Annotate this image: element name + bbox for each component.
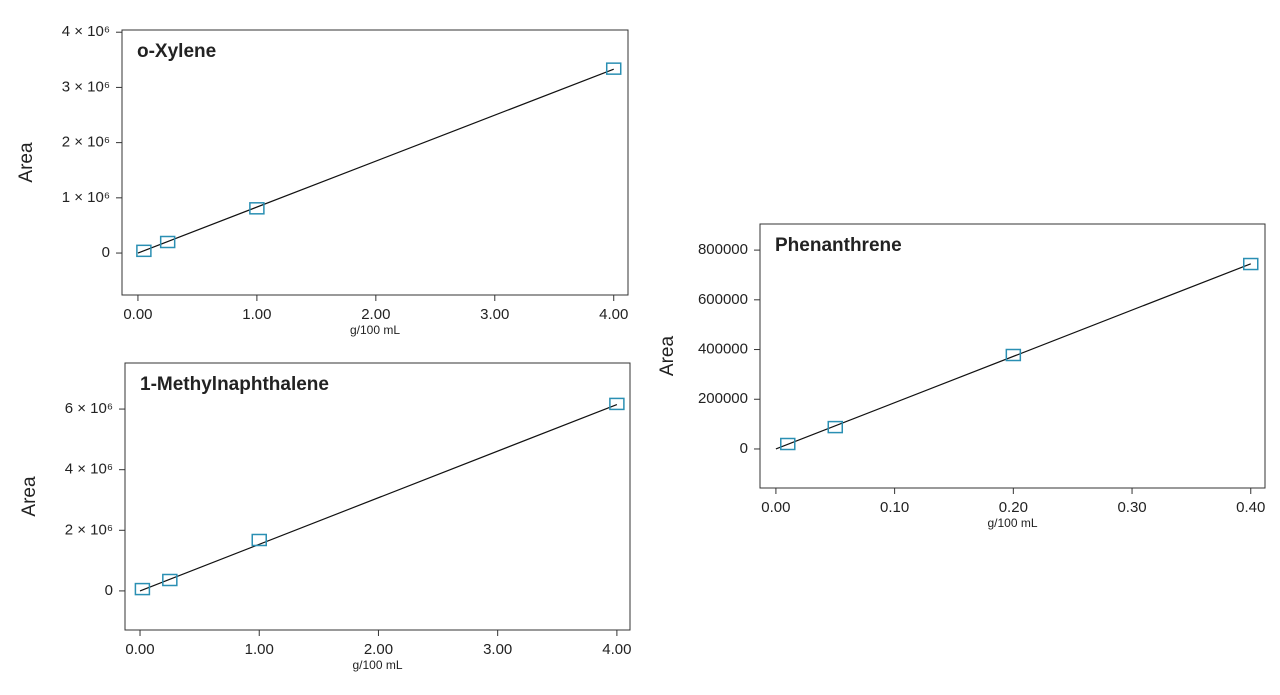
data-point xyxy=(249,202,265,215)
fit-line xyxy=(775,263,1251,450)
x-tick-label: 4.00 xyxy=(599,306,628,323)
y-tick-label: 2 × 10⁶ xyxy=(65,521,113,538)
data-point xyxy=(136,244,152,258)
y-tick-label: 4 × 10⁶ xyxy=(65,461,113,478)
chart-title: o-Xylene xyxy=(137,41,216,62)
data-point xyxy=(1243,257,1259,271)
data-point xyxy=(609,397,625,411)
x-tick-label: 2.00 xyxy=(364,641,393,658)
y-tick-label: 0 xyxy=(105,582,113,599)
x-tick-label: 0.10 xyxy=(880,499,909,516)
y-tick-label: 800000 xyxy=(698,241,748,258)
x-tick-label: 4.00 xyxy=(602,641,631,658)
fit-line xyxy=(137,68,614,254)
y-tick-label: 400000 xyxy=(698,341,748,358)
x-tick-label: 0.00 xyxy=(123,306,152,323)
fit-line xyxy=(139,403,618,592)
x-tick-label: 0.30 xyxy=(1117,499,1146,516)
y-tick-label: 200000 xyxy=(698,390,748,407)
x-tick-label: 2.00 xyxy=(361,306,390,323)
x-tick-label: 3.00 xyxy=(480,306,509,323)
x-axis-label: g/100 mL xyxy=(352,658,402,672)
y-tick-label: 0 xyxy=(740,440,748,457)
y-axis-label: Area xyxy=(19,476,40,517)
data-point xyxy=(251,533,267,547)
x-tick-label: 3.00 xyxy=(483,641,512,658)
chart-panel: 0.00 1.00 2.00 3.00 4.00 0 1 × 10⁶ 2 × 10⁶ 3 × 1… xyxy=(16,23,629,337)
data-point xyxy=(827,420,844,434)
x-tick-label: 1.00 xyxy=(242,306,271,323)
data-point xyxy=(134,582,151,596)
x-axis-label: g/100 mL xyxy=(350,323,400,337)
x-tick-label: 0.00 xyxy=(761,499,790,516)
chart-panel: 0.00 1.00 2.00 3.00 4.00 0 2 × 10⁶ 4 × 10⁶ 6 × 1… xyxy=(19,362,631,672)
chart-title: Phenanthrene xyxy=(775,235,902,256)
y-tick-label: 1 × 10⁶ xyxy=(62,189,110,206)
data-point xyxy=(162,573,178,587)
y-axis-label: Area xyxy=(657,336,678,377)
y-tick-label: 600000 xyxy=(698,291,748,308)
y-tick-label: 6 × 10⁶ xyxy=(65,400,113,417)
x-tick-label: 0.40 xyxy=(1236,499,1265,516)
y-tick-label: 4 × 10⁶ xyxy=(62,23,110,40)
x-tick-label: 0.00 xyxy=(125,641,154,658)
x-axis-label: g/100 mL xyxy=(987,516,1037,530)
data-point xyxy=(605,62,622,75)
chart-title: 1-Methylnaphthalene xyxy=(140,374,329,395)
plot-frame xyxy=(124,362,631,631)
x-tick-label: 0.20 xyxy=(999,499,1028,516)
plot-frame xyxy=(759,223,1266,489)
data-point xyxy=(159,235,176,249)
data-point xyxy=(1005,348,1022,362)
chart-panel: 0.00 0.10 0.20 0.30 0.40 0 200000 400000 600000 8… xyxy=(657,223,1266,530)
y-tick-label: 2 × 10⁶ xyxy=(62,134,110,151)
y-axis-label: Area xyxy=(16,142,37,183)
data-point xyxy=(780,437,796,451)
y-tick-label: 0 xyxy=(102,244,110,261)
x-tick-label: 1.00 xyxy=(245,641,274,658)
plot-frame xyxy=(121,29,629,296)
y-tick-label: 3 × 10⁶ xyxy=(62,78,110,95)
